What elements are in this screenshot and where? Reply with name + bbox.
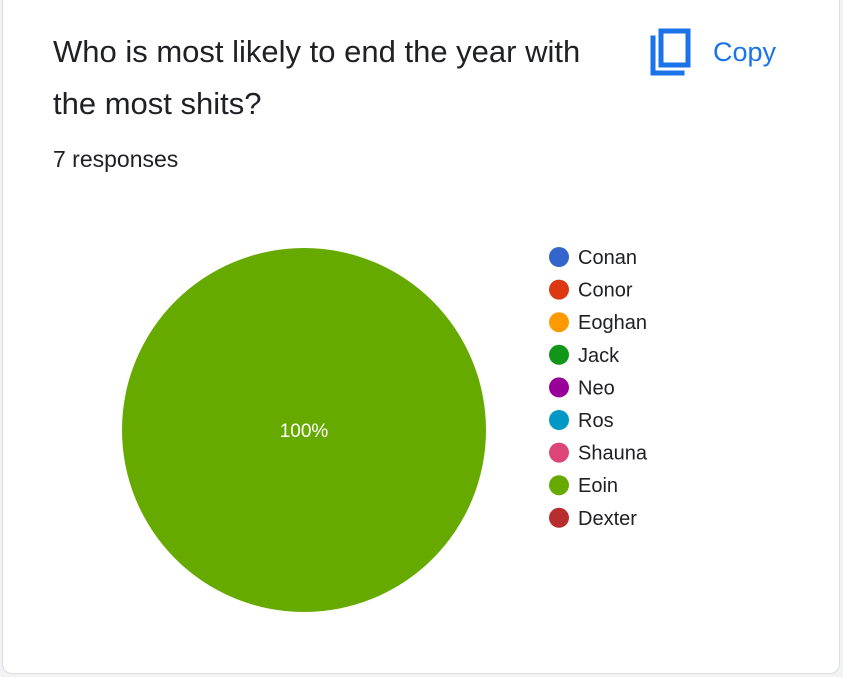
legend-swatch-dexter <box>549 507 569 528</box>
legend-label-conor: Conor <box>578 280 633 302</box>
legend-label-neo: Neo <box>578 377 615 399</box>
legend-swatch-shauna <box>549 442 569 463</box>
pie-slice-eoin[interactable] <box>122 248 486 612</box>
legend-swatch-neo <box>549 377 569 398</box>
legend-label-dexter: Dexter <box>578 508 637 530</box>
legend-swatch-conor <box>549 279 569 300</box>
pie-chart: 100% Conan Conor Eoghan Jack Neo Ros Shauna Eoi… <box>122 247 648 612</box>
legend-swatch-eoghan <box>549 312 569 333</box>
copy-chart-button[interactable]: Copy <box>649 26 776 78</box>
legend-label-eoghan: Eoghan <box>578 312 647 334</box>
legend-swatch-eoin <box>549 475 569 496</box>
pie-slices: 100% <box>122 248 486 612</box>
question-title: Who is most likely to end the year with … <box>53 34 581 121</box>
copy-label: Copy <box>713 36 777 67</box>
legend-swatch-jack <box>549 344 569 365</box>
chart-legend: Conan Conor Eoghan Jack Neo Ros Shauna Eoin Dext… <box>549 247 648 530</box>
copy-icon <box>650 28 691 76</box>
legend-label-eoin: Eoin <box>578 475 618 497</box>
pie-data-label: 100% <box>280 421 329 442</box>
legend-swatch-conan <box>549 247 569 267</box>
legend-swatch-ros <box>549 410 569 430</box>
legend-label-shauna: Shauna <box>578 443 648 465</box>
response-count: 7 responses <box>53 146 179 172</box>
legend-label-conan: Conan <box>578 247 637 269</box>
legend-label-jack: Jack <box>578 345 620 367</box>
legend-label-ros: Ros <box>578 410 614 432</box>
